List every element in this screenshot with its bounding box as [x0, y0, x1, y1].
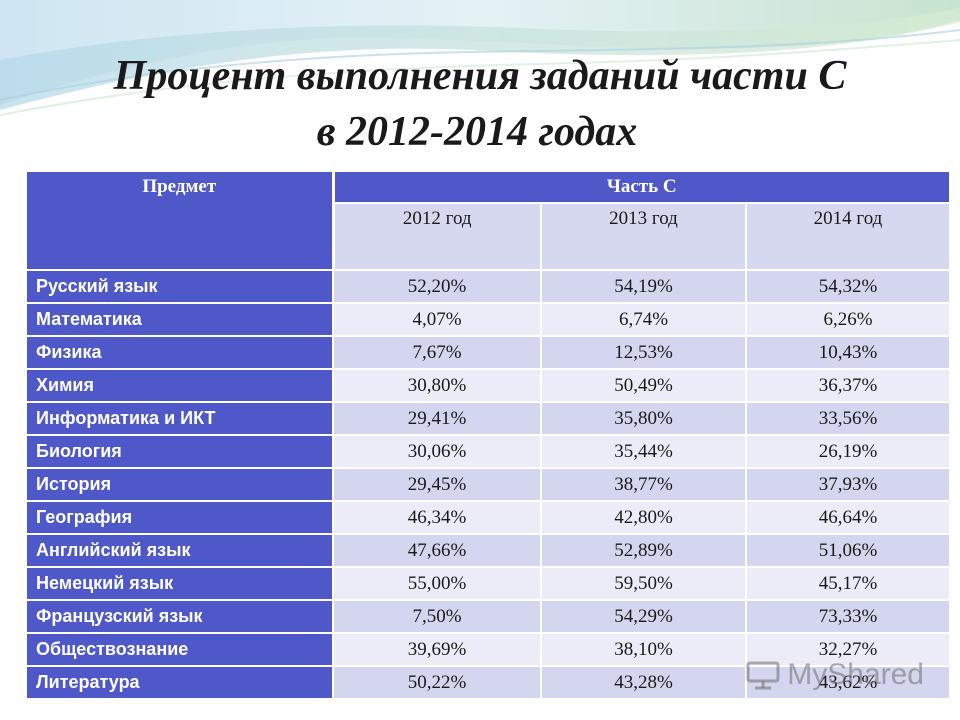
title-line-1: Процент выполнения заданий части С: [113, 53, 847, 99]
subject-cell: Литература: [25, 665, 334, 700]
value-cell-2013: 43,28%: [540, 665, 747, 700]
table-row: Французский язык 7,50% 54,29% 73,33%: [25, 599, 951, 634]
value-cell-2012: 46,34%: [332, 500, 542, 535]
value-cell-2012: 7,67%: [332, 335, 542, 370]
value-cell-2014: 33,56%: [745, 401, 951, 436]
table-row: Химия 30,80% 50,49% 36,37%: [25, 368, 951, 403]
header-year-2013: 2013 год: [540, 202, 747, 271]
title-line-2: в 2012-2014 годах: [316, 109, 638, 155]
subject-cell: Физика: [25, 335, 334, 370]
table-row: Русский язык 52,20% 54,19% 54,32%: [25, 269, 951, 304]
value-cell-2013: 52,89%: [540, 533, 747, 568]
value-cell-2013: 54,29%: [540, 599, 747, 634]
value-cell-2013: 38,10%: [540, 632, 747, 667]
value-cell-2014: 51,06%: [745, 533, 951, 568]
value-cell-2014: 37,93%: [745, 467, 951, 502]
value-cell-2014: 26,19%: [745, 434, 951, 469]
slide-title: Процент выполнения заданий части С в 201…: [0, 48, 960, 160]
value-cell-2013: 59,50%: [540, 566, 747, 601]
value-cell-2013: 50,49%: [540, 368, 747, 403]
value-cell-2014: 73,33%: [745, 599, 951, 634]
value-cell-2012: 29,45%: [332, 467, 542, 502]
subject-cell: Биология: [25, 434, 334, 469]
value-cell-2012: 52,20%: [332, 269, 542, 304]
subject-cell: Английский язык: [25, 533, 334, 568]
subject-cell: Математика: [25, 302, 334, 337]
table-row: История 29,45% 38,77% 37,93%: [25, 467, 951, 502]
value-cell-2013: 35,44%: [540, 434, 747, 469]
table-row: Физика 7,67% 12,53% 10,43%: [25, 335, 951, 370]
value-cell-2013: 54,19%: [540, 269, 747, 304]
value-cell-2012: 47,66%: [332, 533, 542, 568]
subject-cell: География: [25, 500, 334, 535]
table-row: Литература 50,22% 43,28% 43,62%: [25, 665, 951, 700]
subject-cell: Русский язык: [25, 269, 334, 304]
subject-cell: Химия: [25, 368, 334, 403]
subject-cell: Обществознание: [25, 632, 334, 667]
watermark: MyShared: [745, 658, 924, 692]
value-cell-2013: 6,74%: [540, 302, 747, 337]
watermark-text: MyShared: [787, 658, 924, 691]
table-row: Обществознание 39,69% 38,10% 32,27%: [25, 632, 951, 667]
header-part-c: Часть С: [332, 170, 951, 204]
header-year-2012: 2012 год: [332, 202, 542, 271]
value-cell-2013: 35,80%: [540, 401, 747, 436]
subject-cell: Информатика и ИКТ: [25, 401, 334, 436]
value-cell-2012: 39,69%: [332, 632, 542, 667]
value-cell-2012: 55,00%: [332, 566, 542, 601]
value-cell-2012: 30,06%: [332, 434, 542, 469]
value-cell-2014: 36,37%: [745, 368, 951, 403]
subject-cell: История: [25, 467, 334, 502]
subject-cell: Французский язык: [25, 599, 334, 634]
table-row: География 46,34% 42,80% 46,64%: [25, 500, 951, 535]
background-waves: [0, 0, 960, 116]
value-cell-2012: 29,41%: [332, 401, 542, 436]
value-cell-2014: 54,32%: [745, 269, 951, 304]
table-row: Биология 30,06% 35,44% 26,19%: [25, 434, 951, 469]
value-cell-2014: 46,64%: [745, 500, 951, 535]
value-cell-2013: 38,77%: [540, 467, 747, 502]
value-cell-2012: 7,50%: [332, 599, 542, 634]
value-cell-2014: 43,62%: [745, 665, 951, 700]
subject-cell: Немецкий язык: [25, 566, 334, 601]
value-cell-2014: 10,43%: [745, 335, 951, 370]
header-subject: Предмет: [25, 170, 335, 271]
table-body: Русский язык 52,20% 54,19% 54,32% Математика…: [25, 269, 951, 700]
value-cell-2014: 32,27%: [745, 632, 951, 667]
presentation-icon: [746, 661, 780, 690]
value-cell-2012: 50,22%: [332, 665, 542, 700]
value-cell-2014: 45,17%: [745, 566, 951, 601]
value-cell-2012: 30,80%: [332, 368, 542, 403]
value-cell-2013: 42,80%: [540, 500, 747, 535]
table-row: Английский язык 47,66% 52,89% 51,06%: [25, 533, 951, 568]
header-year-2014: 2014 год: [745, 202, 951, 271]
value-cell-2014: 6,26%: [745, 302, 951, 337]
value-cell-2012: 4,07%: [332, 302, 542, 337]
table-row: Информатика и ИКТ 29,41% 35,80% 33,56%: [25, 401, 951, 436]
value-cell-2013: 12,53%: [540, 335, 747, 370]
table-row: Математика 4,07% 6,74% 6,26%: [25, 302, 951, 337]
results-table: Предмет Часть С 2012 год 2013 год 2014 г…: [25, 170, 951, 700]
table-row: Немецкий язык 55,00% 59,50% 45,17%: [25, 566, 951, 601]
